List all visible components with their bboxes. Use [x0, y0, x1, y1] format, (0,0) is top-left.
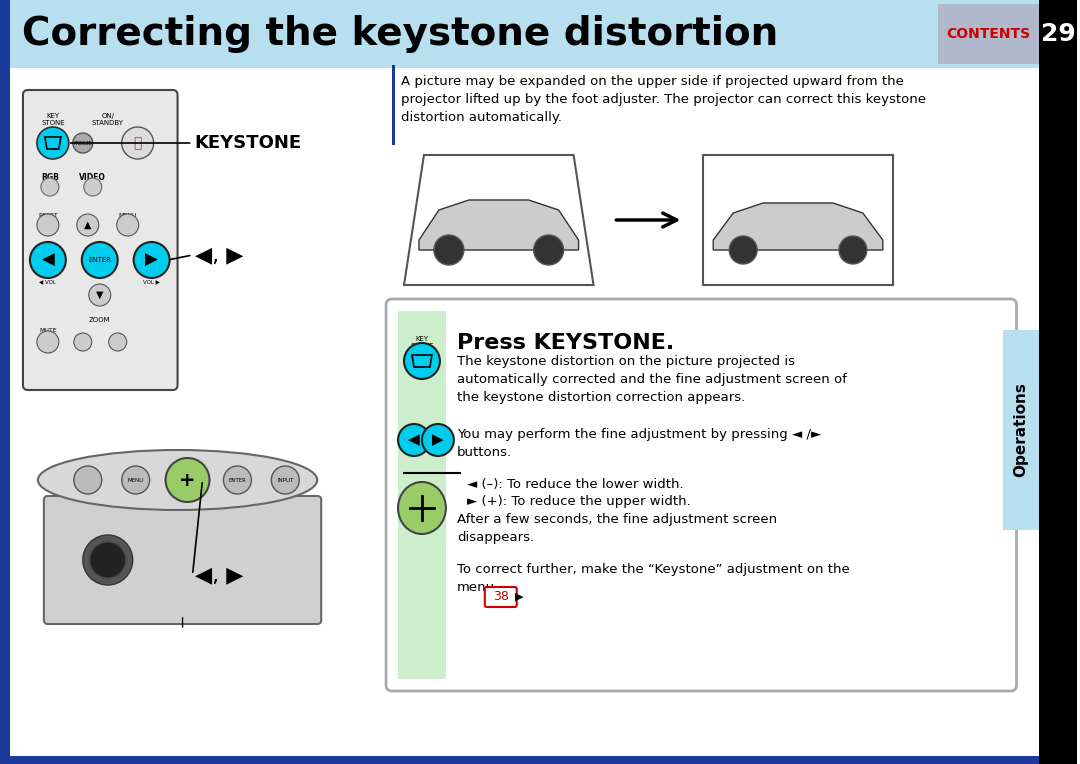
Bar [392, 65, 395, 145]
Text: ◀, ▶: ◀, ▶ [194, 245, 243, 265]
Text: Operations: Operations [1013, 383, 1028, 478]
Text: After a few seconds, the fine adjustment screen
disappears.: After a few seconds, the fine adjustment… [457, 513, 777, 544]
Circle shape [434, 235, 463, 265]
FancyBboxPatch shape [44, 496, 321, 624]
Text: You may perform the fine adjustment by pressing ◄ /►
buttons.: You may perform the fine adjustment by p… [457, 428, 821, 459]
Circle shape [73, 333, 92, 351]
Text: ▼: ▼ [96, 290, 104, 300]
Circle shape [109, 333, 126, 351]
Text: To correct further, make the “Keystone” adjustment on the
menu.: To correct further, make the “Keystone” … [457, 563, 850, 594]
Text: +: + [179, 471, 195, 490]
Circle shape [82, 242, 118, 278]
Circle shape [729, 236, 757, 264]
Text: VIDEO: VIDEO [79, 173, 106, 182]
Text: +: + [112, 335, 123, 348]
Text: ENTER: ENTER [89, 257, 111, 263]
Polygon shape [419, 200, 579, 250]
Ellipse shape [38, 450, 318, 510]
Circle shape [399, 424, 430, 456]
FancyBboxPatch shape [23, 90, 177, 390]
Bar [1002, 330, 1039, 530]
Circle shape [224, 466, 252, 494]
Circle shape [404, 343, 440, 379]
FancyBboxPatch shape [485, 587, 516, 607]
Text: ▶: ▶ [514, 592, 523, 602]
Circle shape [89, 284, 111, 306]
Text: VOL ▶: VOL ▶ [144, 280, 160, 284]
FancyBboxPatch shape [386, 299, 1016, 691]
Text: ▶: ▶ [432, 432, 444, 448]
Text: A picture may be expanded on the upper side if projected upward from the
project: A picture may be expanded on the upper s… [401, 75, 926, 124]
Text: ON/
STANDBY: ON/ STANDBY [92, 113, 124, 126]
Bar [399, 311, 446, 679]
Text: ◀: ◀ [408, 432, 420, 448]
Circle shape [122, 466, 150, 494]
Text: ENTER: ENTER [229, 478, 246, 483]
Text: KEY
STONE: KEY STONE [41, 113, 65, 126]
Text: CONTENTS: CONTENTS [946, 27, 1030, 41]
Text: –: – [80, 335, 86, 348]
Circle shape [422, 424, 454, 456]
Text: ZOOM: ZOOM [89, 317, 110, 323]
Text: ◀, ▶: ◀, ▶ [194, 565, 243, 585]
Circle shape [41, 178, 58, 196]
Circle shape [839, 236, 867, 264]
Text: ◀: ◀ [41, 251, 54, 269]
Text: FREEZE: FREEZE [73, 141, 92, 145]
Ellipse shape [399, 482, 446, 534]
Circle shape [174, 466, 202, 494]
Circle shape [90, 542, 125, 578]
Bar [0, 68, 10, 764]
Text: RGB: RGB [41, 173, 58, 182]
Circle shape [117, 214, 138, 236]
Text: RESET: RESET [38, 212, 57, 218]
Text: MENU: MENU [127, 478, 144, 483]
Circle shape [165, 458, 210, 502]
Circle shape [77, 214, 98, 236]
Text: 29: 29 [1041, 22, 1076, 46]
Circle shape [37, 214, 58, 236]
Bar [937, 4, 1039, 64]
Circle shape [271, 466, 299, 494]
Text: 38: 38 [492, 591, 509, 604]
Polygon shape [404, 155, 594, 285]
Circle shape [534, 235, 564, 265]
Text: ▶: ▶ [145, 251, 158, 269]
Bar [1039, 0, 1078, 764]
Circle shape [72, 133, 93, 153]
Bar [0, 0, 1039, 68]
Circle shape [30, 242, 66, 278]
Bar [0, 756, 1039, 764]
Bar [0, 0, 10, 68]
Circle shape [37, 127, 69, 159]
Text: Correcting the keystone distortion: Correcting the keystone distortion [22, 15, 779, 53]
Text: MUTE: MUTE [39, 328, 56, 332]
Circle shape [83, 535, 133, 585]
Text: ⏻: ⏻ [134, 136, 141, 150]
Circle shape [84, 178, 102, 196]
Text: INPUT: INPUT [278, 478, 294, 483]
Circle shape [134, 242, 170, 278]
Text: ◄ (–): To reduce the lower width.: ◄ (–): To reduce the lower width. [467, 478, 684, 491]
Text: KEYSTONE: KEYSTONE [194, 134, 301, 152]
Text: The keystone distortion on the picture projected is
automatically corrected and : The keystone distortion on the picture p… [457, 355, 847, 404]
Text: Press KEYSTONE.: Press KEYSTONE. [457, 333, 674, 353]
Text: ▲: ▲ [84, 220, 92, 230]
Text: ◀ VOL: ◀ VOL [40, 280, 56, 284]
Text: ► (+): To reduce the upper width.: ► (+): To reduce the upper width. [467, 495, 690, 508]
Polygon shape [713, 203, 882, 250]
Circle shape [73, 466, 102, 494]
Text: —: — [417, 503, 428, 513]
Text: MENU: MENU [119, 212, 137, 218]
Circle shape [37, 331, 58, 353]
Bar [703, 155, 893, 285]
Text: KEY
STONE: KEY STONE [410, 336, 434, 349]
Circle shape [122, 127, 153, 159]
